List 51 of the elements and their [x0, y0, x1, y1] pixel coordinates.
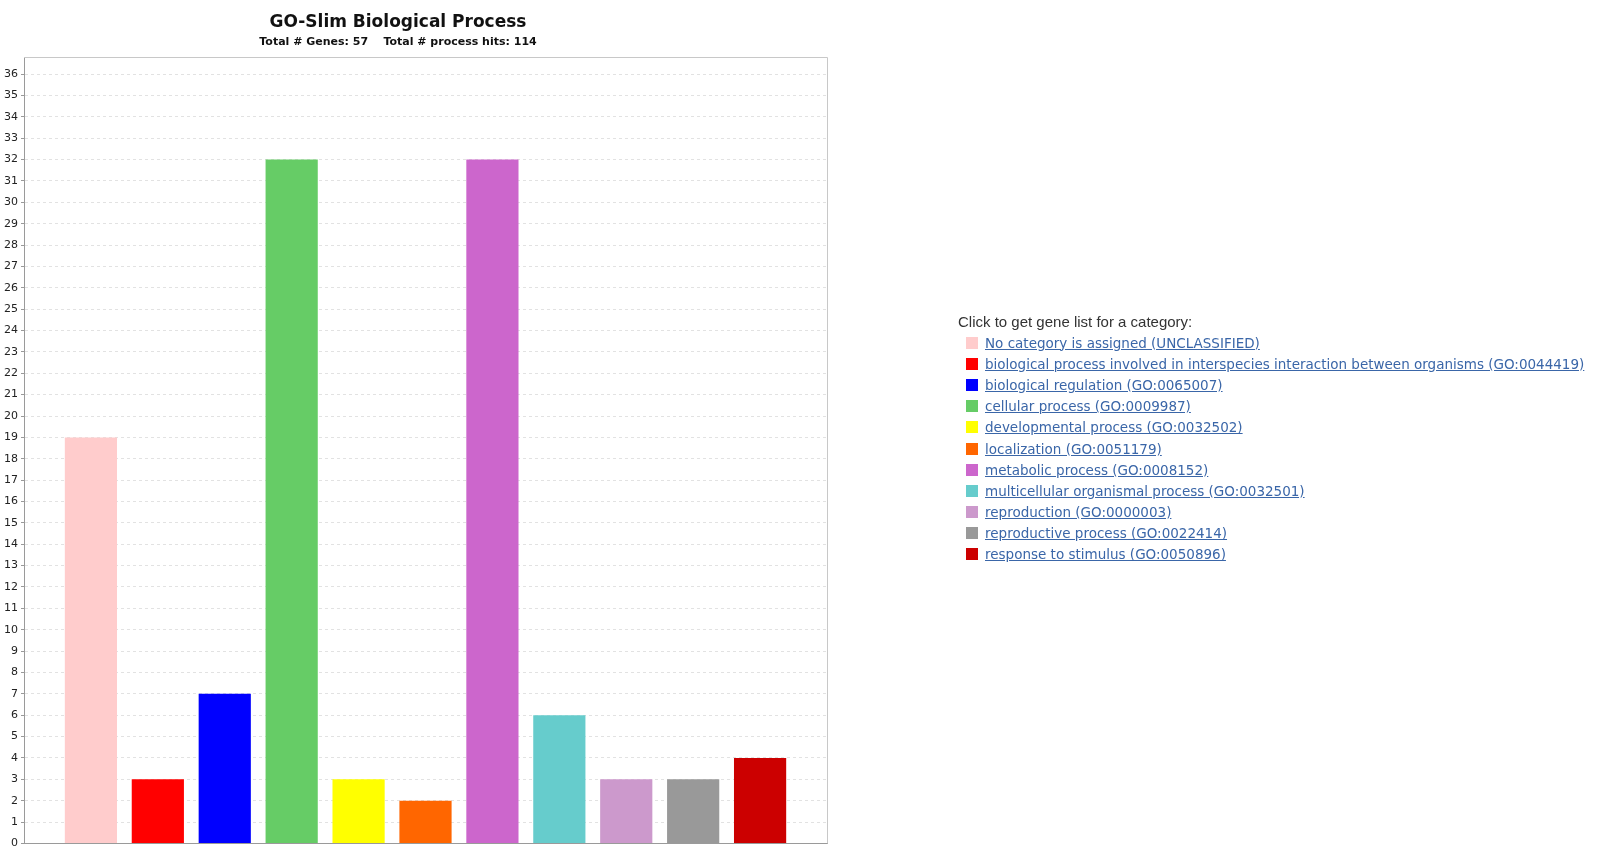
- y-tick-label: 1: [11, 814, 18, 828]
- y-tick-label: 8: [11, 665, 18, 679]
- y-tick-label: 18: [4, 451, 18, 465]
- y-tick-label: 12: [4, 579, 18, 593]
- y-tick-label: 36: [4, 66, 18, 80]
- y-tick-label: 22: [4, 366, 18, 380]
- legend-label: response to stimulus (GO:0050896): [985, 546, 1226, 563]
- y-tick-label: 31: [4, 173, 18, 187]
- legend-label: cellular process (GO:0009987): [985, 398, 1191, 415]
- legend-label: metabolic process (GO:0008152): [985, 461, 1209, 478]
- y-tick-label: 0: [11, 836, 18, 850]
- legend-title: Click to get gene list for a category:: [958, 313, 1194, 330]
- y-tick-label: 10: [4, 622, 18, 636]
- y-tick-label: 34: [4, 109, 18, 123]
- y-tick-label: 14: [4, 537, 18, 551]
- legend-label: reproductive process (GO:0022414): [985, 525, 1228, 542]
- y-tick-label: 5: [11, 729, 18, 743]
- y-tick-label: 2: [11, 793, 18, 807]
- chart-title: GO-Slim Biological Process: [268, 11, 528, 31]
- y-tick-label: 15: [4, 515, 18, 529]
- chart-subtitle: Total # Genes: 57 Total # process hits: 114: [258, 35, 538, 48]
- y-tick-label: 26: [4, 280, 18, 294]
- legend-label: developmental process (GO:0032502): [985, 419, 1243, 436]
- legend-label: localization (GO:0051179): [985, 440, 1162, 457]
- y-tick-label: 27: [4, 259, 18, 273]
- y-tick-label: 7: [11, 686, 18, 700]
- legend-label: reproduction (GO:0000003): [985, 504, 1172, 521]
- y-tick-label: 19: [4, 430, 18, 444]
- y-tick-label: 30: [4, 195, 18, 209]
- y-tick-label: 32: [4, 152, 18, 166]
- y-tick-label: 16: [4, 494, 18, 508]
- y-tick-label: 24: [4, 323, 18, 337]
- y-tick-label: 11: [4, 601, 18, 615]
- y-tick-label: 4: [11, 750, 18, 764]
- y-tick-label: 29: [4, 216, 18, 230]
- y-tick-label: 20: [4, 408, 18, 422]
- y-tick-label: 13: [4, 558, 18, 572]
- y-tick-label: 23: [4, 344, 18, 358]
- y-tick-label: 9: [11, 643, 18, 657]
- legend-label: biological process involved in interspecies interaction between organisms (GO:0044419): [985, 355, 1585, 372]
- legend-label: biological regulation (GO:0065007): [985, 376, 1223, 393]
- y-tick-label: 3: [11, 772, 18, 786]
- y-tick-label: 21: [4, 387, 18, 401]
- legend-label: multicellular organismal process (GO:0032501): [985, 482, 1305, 499]
- y-tick-label: 35: [4, 88, 18, 102]
- y-tick-label: 33: [4, 131, 18, 145]
- legend-label: No category is assigned (UNCLASSIFIED): [985, 334, 1260, 351]
- y-tick-label: 25: [4, 302, 18, 316]
- y-tick-label: 28: [4, 237, 18, 251]
- y-tick-label: 17: [4, 472, 18, 486]
- y-tick-label: 6: [11, 708, 18, 722]
